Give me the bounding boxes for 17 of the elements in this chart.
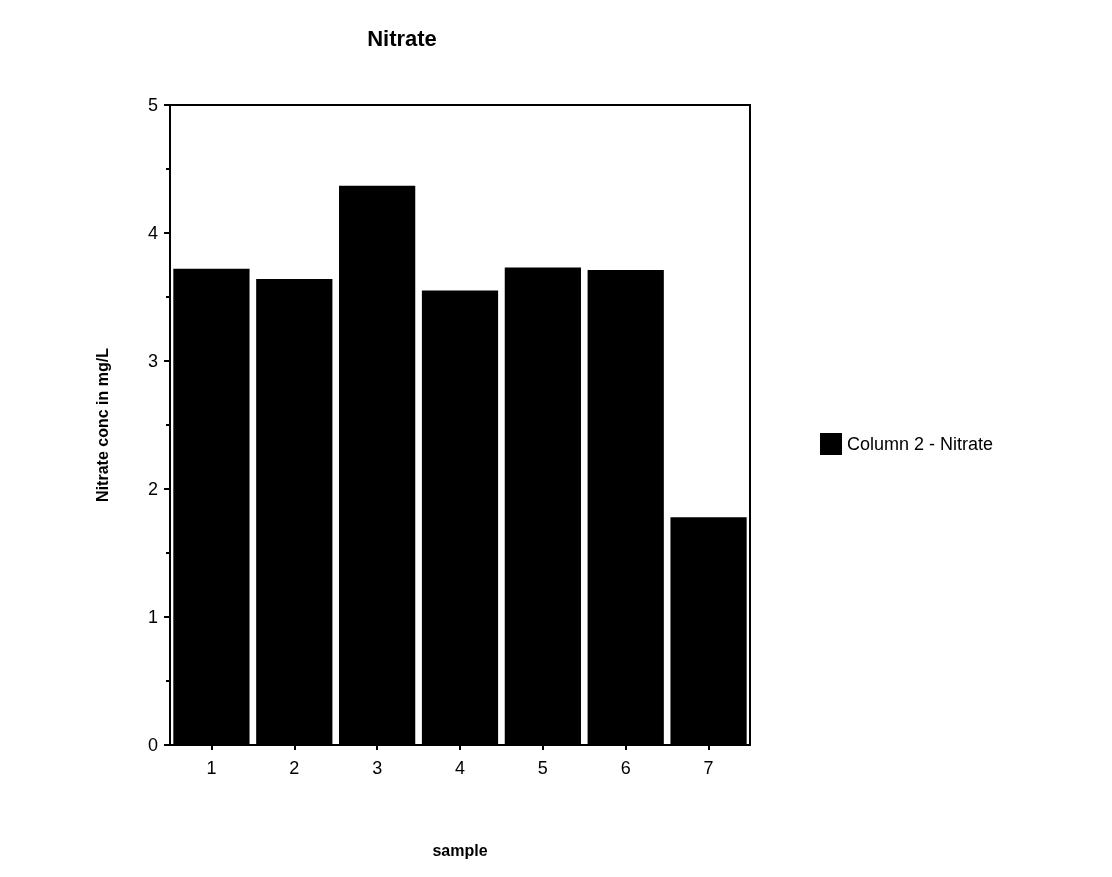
y-tick-label: 1 (147, 607, 158, 627)
y-tick-label: 4 (147, 223, 158, 243)
y-tick-label: 5 (147, 95, 158, 115)
chart-title: Nitrate (367, 25, 437, 51)
x-axis-title: sample (432, 841, 488, 859)
y-tick-label: 0 (147, 735, 158, 755)
x-tick-label: 2 (289, 758, 300, 778)
x-tick-label: 6 (620, 758, 631, 778)
x-tick-label: 5 (537, 758, 548, 778)
x-tick-label: 1 (206, 758, 217, 778)
x-tick-label: 3 (372, 758, 383, 778)
x-tick-label: 4 (454, 758, 466, 778)
y-tick-label: 2 (147, 479, 158, 499)
y-axis-title: Nitrate conc in mg/L (93, 347, 111, 502)
x-tick-label: 7 (703, 758, 714, 778)
y-tick-label: 3 (147, 351, 158, 371)
legend-label: Column 2 - Nitrate (847, 434, 994, 454)
